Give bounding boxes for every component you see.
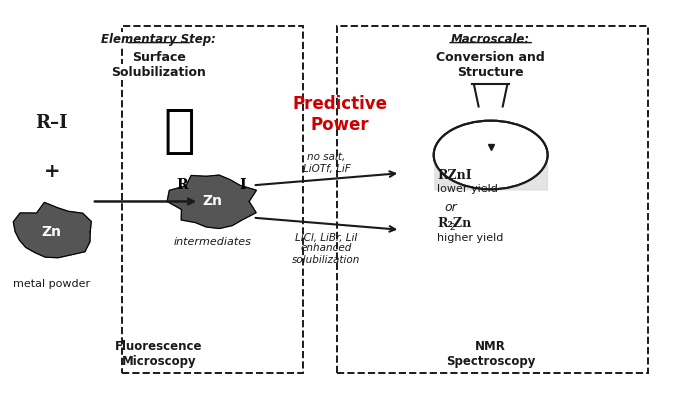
Text: Macroscale:: Macroscale:: [451, 33, 530, 46]
Text: Conversion and: Conversion and: [436, 51, 545, 63]
Text: 2: 2: [449, 223, 455, 232]
Text: Predictive
Power: Predictive Power: [292, 95, 388, 134]
Text: I: I: [240, 178, 246, 193]
Text: R: R: [176, 178, 188, 193]
Text: metal powder: metal powder: [13, 279, 90, 289]
Text: Zn: Zn: [203, 195, 223, 208]
Text: Zn: Zn: [42, 225, 62, 239]
Polygon shape: [13, 202, 92, 258]
Text: Structure: Structure: [458, 66, 524, 79]
Text: RZnI: RZnI: [437, 169, 472, 182]
Text: higher yield: higher yield: [437, 233, 503, 243]
Text: +: +: [43, 162, 60, 181]
Text: R₂Zn: R₂Zn: [437, 217, 471, 230]
Text: R–I: R–I: [36, 114, 68, 131]
Text: enhanced
solubilization: enhanced solubilization: [292, 243, 361, 265]
Text: Microscopy: Microscopy: [122, 355, 197, 368]
Text: Solubilization: Solubilization: [112, 66, 207, 79]
Polygon shape: [474, 84, 507, 107]
Text: lower yield: lower yield: [437, 184, 498, 195]
Text: Spectroscopy: Spectroscopy: [446, 355, 535, 368]
Text: or: or: [444, 201, 457, 214]
Text: intermediates: intermediates: [174, 237, 252, 247]
Text: NMR: NMR: [475, 341, 506, 354]
Text: Fluorescence: Fluorescence: [115, 341, 203, 354]
Text: no salt,
LiOTf, LiF: no salt, LiOTf, LiF: [303, 152, 351, 174]
Text: Elementary Step:: Elementary Step:: [102, 33, 216, 46]
Circle shape: [433, 120, 548, 189]
Text: Surface: Surface: [132, 51, 186, 63]
Text: 🔬: 🔬: [163, 105, 194, 157]
Polygon shape: [167, 175, 256, 228]
Text: LiCl, LiBr, LiI: LiCl, LiBr, LiI: [295, 233, 357, 243]
